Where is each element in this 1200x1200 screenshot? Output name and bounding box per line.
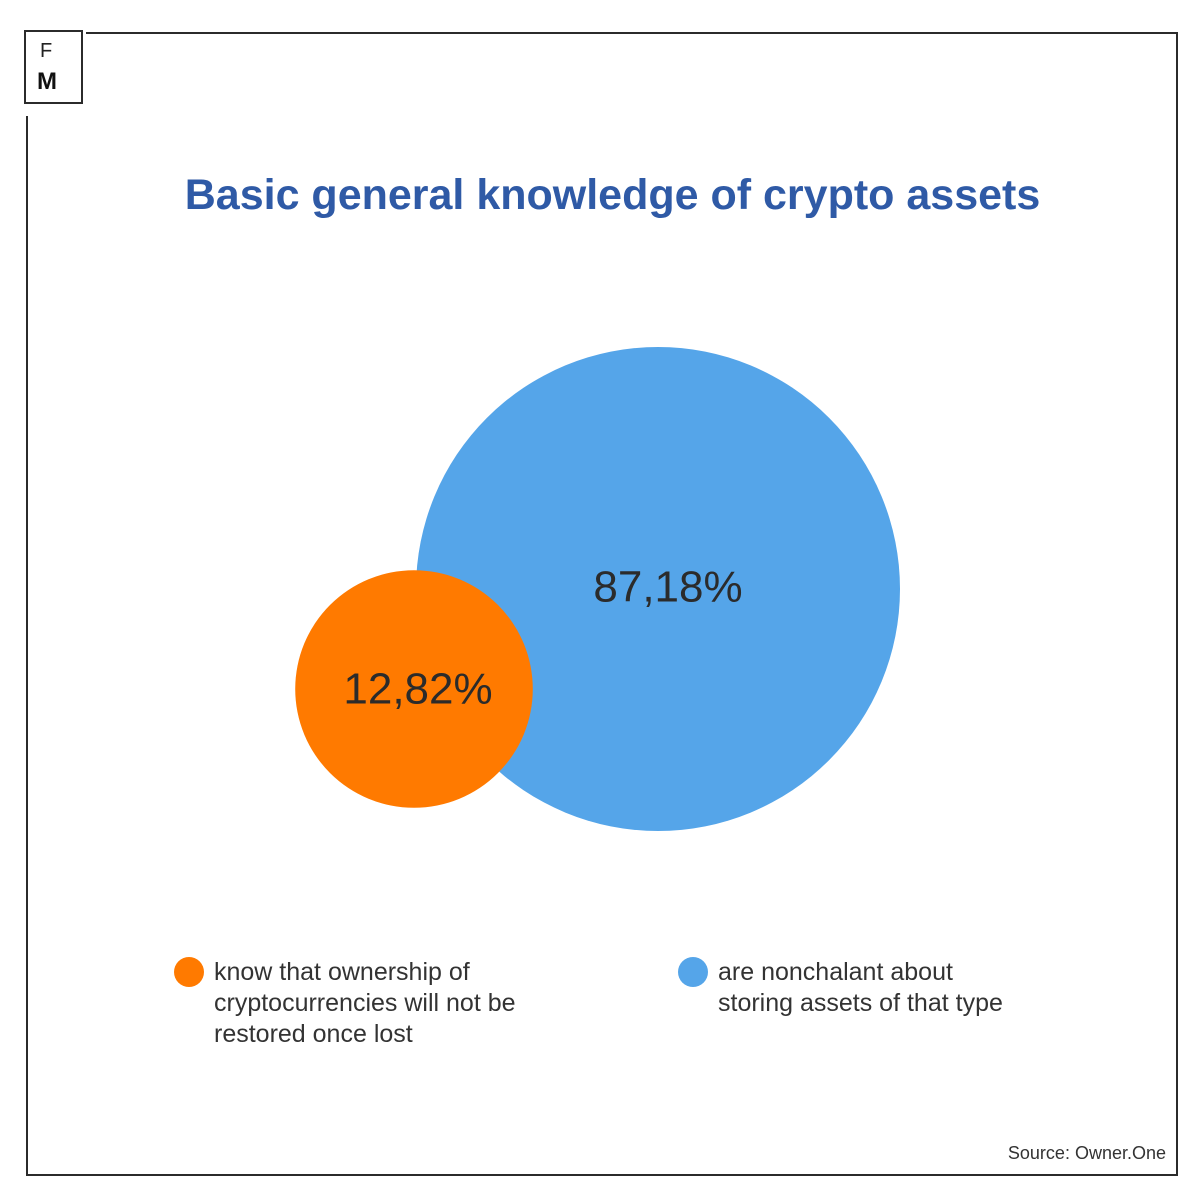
- chart-title: Basic general knowledge of crypto assets: [184, 171, 1041, 219]
- logo-letter-f: F: [40, 40, 53, 62]
- legend-label: are nonchalant about storing assets of t…: [718, 958, 1003, 1017]
- chart-frame: [26, 32, 1178, 1176]
- source-note: Source: Owner.One: [1007, 1143, 1166, 1163]
- legend-dot-blue: [678, 957, 708, 987]
- legend-label: know that ownership of cryptocurrencies …: [214, 958, 516, 1048]
- fm-logo: F M: [24, 30, 83, 104]
- logo-letter-m: M: [37, 68, 57, 95]
- bubble-nonchalant: [416, 347, 900, 831]
- legend-item-know-ownership: know that ownership of cryptocurrencies …: [174, 957, 534, 1050]
- value-label-know-ownership: 12,82%: [343, 665, 492, 714]
- bubble-know-ownership: [295, 570, 533, 808]
- legend-dot-orange: [174, 957, 204, 987]
- legend-item-nonchalant: are nonchalant about storing assets of t…: [678, 957, 1008, 1019]
- value-label-nonchalant: 87,18%: [593, 563, 742, 612]
